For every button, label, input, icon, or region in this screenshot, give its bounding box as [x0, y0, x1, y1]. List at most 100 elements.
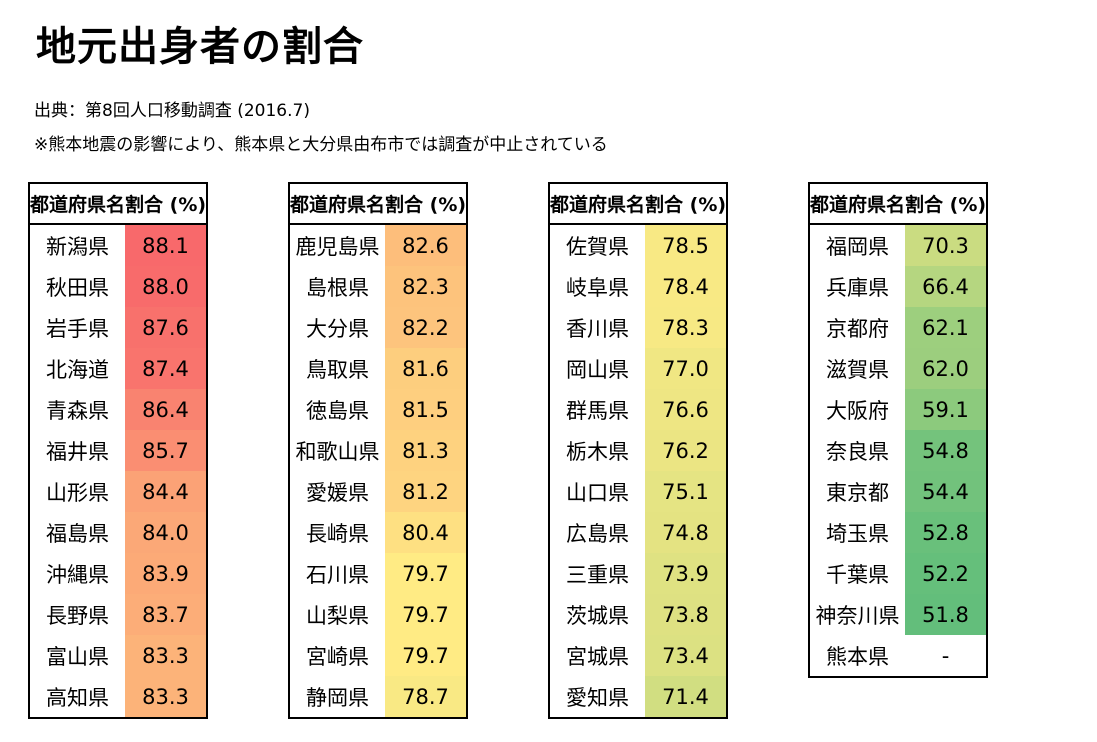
- ratio-value-cell: 66.4: [905, 266, 988, 307]
- prefecture-name-cell: 石川県: [289, 553, 386, 594]
- prefecture-name-cell: 徳島県: [289, 389, 386, 430]
- table-row: 長崎県 80.4: [289, 512, 468, 553]
- prefecture-name-cell: 鹿児島県: [289, 224, 386, 266]
- prefecture-name-cell: 大阪府: [809, 389, 906, 430]
- table-row: 沖縄県 83.9: [29, 553, 208, 594]
- ratio-value-cell: 79.7: [385, 594, 468, 635]
- table-row: 宮城県 73.4: [549, 635, 728, 676]
- prefecture-name-cell: 長崎県: [289, 512, 386, 553]
- header-prefecture-name: 都道府県名: [549, 183, 646, 225]
- table-row: 福島県 84.0: [29, 512, 208, 553]
- header-prefecture-name: 都道府県名: [289, 183, 386, 225]
- table-header-row: 都道府県名 割合 (%): [809, 183, 988, 225]
- ratio-value-cell: 81.6: [385, 348, 468, 389]
- prefecture-table-4: 都道府県名 割合 (%) 福岡県 70.3 兵庫県 66.4 京都府 62.1 滋賀県 62.…: [808, 182, 989, 678]
- prefecture-table-2: 都道府県名 割合 (%) 鹿児島県 82.6 島根県 82.3 大分県 82.2 鳥取県 81…: [288, 182, 469, 719]
- ratio-value-cell: 70.3: [905, 224, 988, 266]
- header-prefecture-name: 都道府県名: [809, 183, 906, 225]
- ratio-value-cell: 71.4: [645, 676, 728, 718]
- prefecture-name-cell: 秋田県: [29, 266, 126, 307]
- ratio-value-cell: 52.2: [905, 553, 988, 594]
- prefecture-name-cell: 兵庫県: [809, 266, 906, 307]
- prefecture-name-cell: 静岡県: [289, 676, 386, 718]
- prefecture-name-cell: 奈良県: [809, 430, 906, 471]
- prefecture-name-cell: 福島県: [29, 512, 126, 553]
- ratio-value-cell: 81.3: [385, 430, 468, 471]
- page-title: 地元出身者の割合: [36, 24, 364, 70]
- table-row: 熊本県 -: [809, 635, 988, 677]
- prefecture-name-cell: 熊本県: [809, 635, 906, 677]
- table-header-row: 都道府県名 割合 (%): [289, 183, 468, 225]
- table-row: 秋田県 88.0: [29, 266, 208, 307]
- ratio-value-cell: 54.4: [905, 471, 988, 512]
- prefecture-name-cell: 東京都: [809, 471, 906, 512]
- prefecture-name-cell: 埼玉県: [809, 512, 906, 553]
- header-ratio: 割合 (%): [385, 183, 468, 225]
- ratio-value-cell: 62.1: [905, 307, 988, 348]
- table-row: 長野県 83.7: [29, 594, 208, 635]
- ratio-value-cell: 86.4: [125, 389, 208, 430]
- ratio-value-cell: 83.3: [125, 676, 208, 718]
- table-row: 茨城県 73.8: [549, 594, 728, 635]
- ratio-value-cell: 51.8: [905, 594, 988, 635]
- table-row: 岡山県 77.0: [549, 348, 728, 389]
- ratio-value-cell: 54.8: [905, 430, 988, 471]
- prefecture-name-cell: 佐賀県: [549, 224, 646, 266]
- ratio-value-cell: 76.2: [645, 430, 728, 471]
- ratio-value-cell: 82.2: [385, 307, 468, 348]
- prefecture-name-cell: 岩手県: [29, 307, 126, 348]
- ratio-value-cell: 83.9: [125, 553, 208, 594]
- prefecture-name-cell: 大分県: [289, 307, 386, 348]
- ratio-value-cell: 84.4: [125, 471, 208, 512]
- prefecture-name-cell: 鳥取県: [289, 348, 386, 389]
- ratio-value-cell: 73.8: [645, 594, 728, 635]
- prefecture-name-cell: 宮城県: [549, 635, 646, 676]
- prefecture-name-cell: 島根県: [289, 266, 386, 307]
- table-row: 愛媛県 81.2: [289, 471, 468, 512]
- ratio-value-cell: 83.7: [125, 594, 208, 635]
- prefecture-name-cell: 広島県: [549, 512, 646, 553]
- table-row: 香川県 78.3: [549, 307, 728, 348]
- table-row: 島根県 82.3: [289, 266, 468, 307]
- table-row: 三重県 73.9: [549, 553, 728, 594]
- ratio-value-cell: 78.4: [645, 266, 728, 307]
- prefecture-name-cell: 千葉県: [809, 553, 906, 594]
- prefecture-name-cell: 香川県: [549, 307, 646, 348]
- ratio-value-cell: 59.1: [905, 389, 988, 430]
- prefecture-name-cell: 岐阜県: [549, 266, 646, 307]
- ratio-value-cell: 87.6: [125, 307, 208, 348]
- ratio-value-cell: 74.8: [645, 512, 728, 553]
- table-row: 山形県 84.4: [29, 471, 208, 512]
- prefecture-name-cell: 富山県: [29, 635, 126, 676]
- table-row: 奈良県 54.8: [809, 430, 988, 471]
- prefecture-name-cell: 栃木県: [549, 430, 646, 471]
- ratio-value-cell: 87.4: [125, 348, 208, 389]
- prefecture-name-cell: 山形県: [29, 471, 126, 512]
- table-row: 千葉県 52.2: [809, 553, 988, 594]
- prefecture-name-cell: 和歌山県: [289, 430, 386, 471]
- ratio-value-cell: 78.7: [385, 676, 468, 718]
- table-row: 滋賀県 62.0: [809, 348, 988, 389]
- prefecture-name-cell: 愛媛県: [289, 471, 386, 512]
- prefecture-name-cell: 神奈川県: [809, 594, 906, 635]
- ratio-value-cell: 85.7: [125, 430, 208, 471]
- table-header-row: 都道府県名 割合 (%): [549, 183, 728, 225]
- prefecture-name-cell: 滋賀県: [809, 348, 906, 389]
- ratio-value-cell: 88.0: [125, 266, 208, 307]
- ratio-value-cell: 77.0: [645, 348, 728, 389]
- table-row: 青森県 86.4: [29, 389, 208, 430]
- ratio-value-cell: 73.9: [645, 553, 728, 594]
- table-row: 鳥取県 81.6: [289, 348, 468, 389]
- prefecture-name-cell: 高知県: [29, 676, 126, 718]
- prefecture-name-cell: 三重県: [549, 553, 646, 594]
- table-row: 宮崎県 79.7: [289, 635, 468, 676]
- table-row: 富山県 83.3: [29, 635, 208, 676]
- prefecture-name-cell: 福岡県: [809, 224, 906, 266]
- note-caption: ※熊本地震の影響により、熊本県と大分県由布市では調査が中止されている: [34, 135, 608, 155]
- table-row: 山口県 75.1: [549, 471, 728, 512]
- table-row: 佐賀県 78.5: [549, 224, 728, 266]
- ratio-value-cell: 81.5: [385, 389, 468, 430]
- table-row: 愛知県 71.4: [549, 676, 728, 718]
- table-row: 大分県 82.2: [289, 307, 468, 348]
- prefecture-name-cell: 茨城県: [549, 594, 646, 635]
